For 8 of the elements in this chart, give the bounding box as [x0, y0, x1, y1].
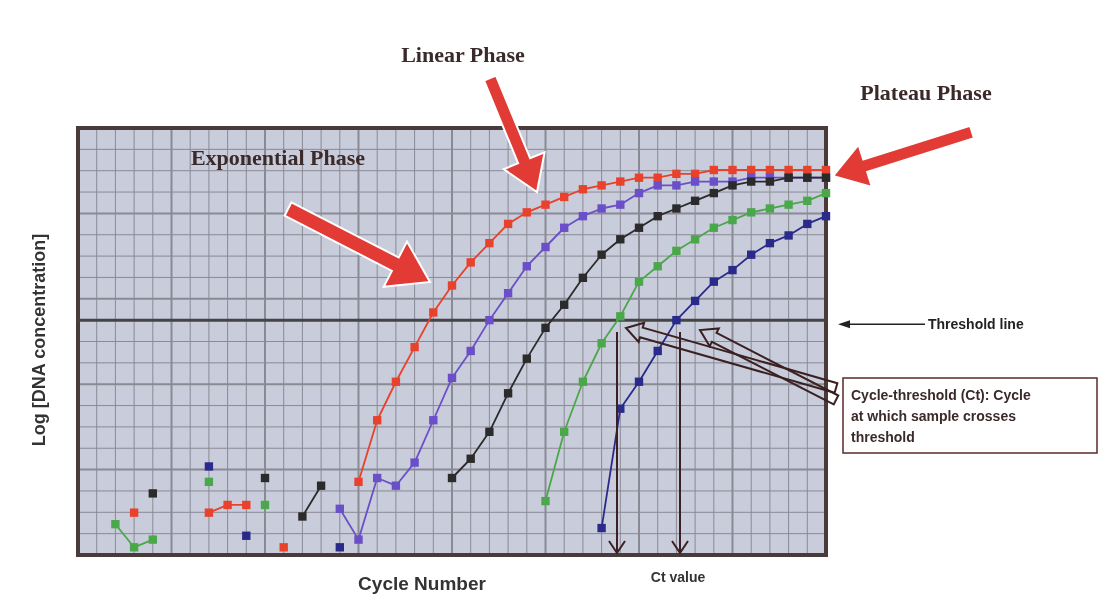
- x-axis-title: Cycle Number: [358, 573, 487, 594]
- ref-line-label: Threshold line: [928, 316, 1024, 333]
- text: Exponential Phase: [190, 145, 366, 170]
- text: Linear Phase: [401, 42, 526, 67]
- y-axis-title: Log [DNA concentration]: [29, 233, 49, 447]
- text: Cycle-threshold (Ct): Cycle at which sample crosses threshold: [851, 387, 1031, 445]
- text: Ct value: [650, 569, 706, 585]
- text: Plateau Phase: [860, 80, 992, 105]
